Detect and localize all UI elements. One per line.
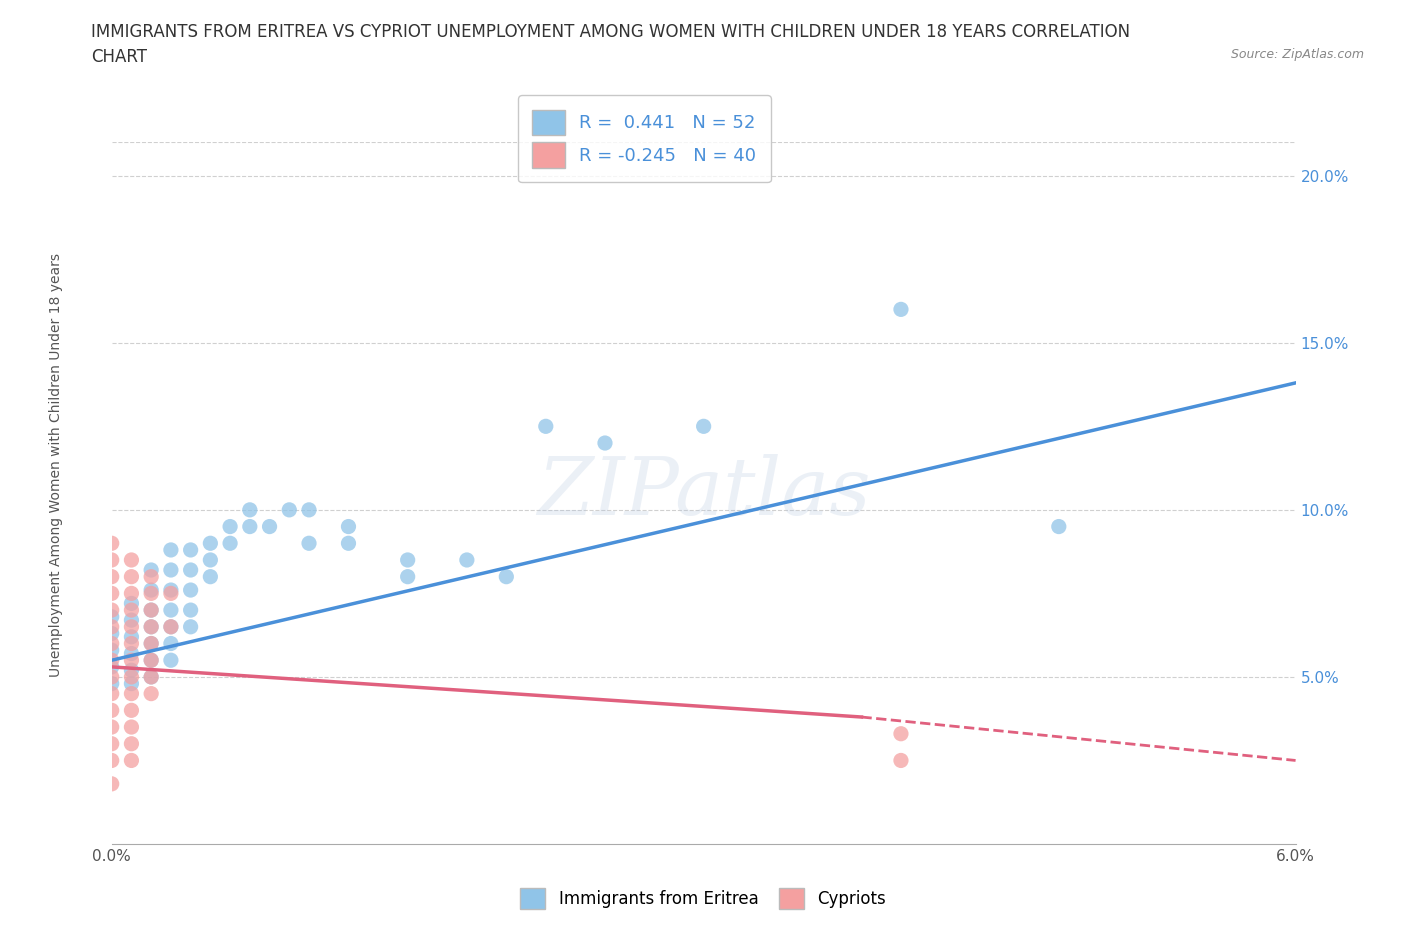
Point: [100, 737, 122, 751]
Point: [120, 663, 142, 678]
Point: [337, 536, 360, 551]
Point: [141, 670, 163, 684]
Point: [160, 586, 183, 601]
Point: [100, 659, 122, 674]
Point: [120, 686, 142, 701]
Point: [120, 676, 142, 691]
Point: [396, 552, 419, 567]
Text: Source: ZipAtlas.com: Source: ZipAtlas.com: [1230, 48, 1364, 61]
Point: [141, 653, 163, 668]
Point: [120, 603, 142, 618]
Point: [180, 582, 202, 597]
Point: [890, 726, 912, 741]
Point: [180, 619, 202, 634]
Legend: R =  0.441   N = 52, R = -0.245   N = 40: R = 0.441 N = 52, R = -0.245 N = 40: [517, 95, 770, 182]
Point: [120, 653, 142, 668]
Point: [200, 552, 222, 567]
Point: [100, 703, 122, 718]
Point: [534, 418, 557, 433]
Point: [120, 670, 142, 684]
Point: [141, 653, 163, 668]
Point: [141, 603, 163, 618]
Point: [180, 542, 202, 557]
Point: [259, 519, 281, 534]
Text: Unemployment Among Women with Children Under 18 years: Unemployment Among Women with Children U…: [49, 253, 63, 677]
Point: [100, 686, 122, 701]
Point: [180, 563, 202, 578]
Point: [160, 603, 183, 618]
Point: [160, 619, 183, 634]
Point: [141, 670, 163, 684]
Point: [1047, 519, 1070, 534]
Point: [120, 636, 142, 651]
Point: [278, 502, 301, 517]
Point: [141, 636, 163, 651]
Point: [120, 630, 142, 644]
Point: [120, 720, 142, 735]
Point: [100, 619, 122, 634]
Point: [180, 603, 202, 618]
Point: [120, 619, 142, 634]
Text: CHART: CHART: [91, 48, 148, 66]
Point: [160, 636, 183, 651]
Point: [100, 603, 122, 618]
Text: ZIPatlas: ZIPatlas: [537, 455, 870, 532]
Point: [100, 720, 122, 735]
Point: [456, 552, 478, 567]
Point: [239, 502, 262, 517]
Point: [100, 777, 122, 791]
Point: [396, 569, 419, 584]
Point: [890, 753, 912, 768]
Point: [298, 502, 321, 517]
Point: [200, 536, 222, 551]
Point: [160, 563, 183, 578]
Point: [120, 646, 142, 661]
Text: IMMIGRANTS FROM ERITREA VS CYPRIOT UNEMPLOYMENT AMONG WOMEN WITH CHILDREN UNDER : IMMIGRANTS FROM ERITREA VS CYPRIOT UNEMP…: [91, 23, 1130, 41]
Point: [100, 653, 122, 668]
Point: [239, 519, 262, 534]
Point: [160, 582, 183, 597]
Point: [141, 619, 163, 634]
Point: [120, 552, 142, 567]
Point: [219, 536, 242, 551]
Point: [100, 753, 122, 768]
Point: [160, 619, 183, 634]
Point: [141, 586, 163, 601]
Point: [141, 636, 163, 651]
Point: [219, 519, 242, 534]
Point: [100, 569, 122, 584]
Point: [120, 613, 142, 628]
Point: [100, 552, 122, 567]
Point: [141, 619, 163, 634]
Point: [100, 636, 122, 651]
Point: [141, 582, 163, 597]
Point: [120, 703, 142, 718]
Point: [890, 302, 912, 317]
Point: [141, 603, 163, 618]
Point: [100, 586, 122, 601]
Point: [200, 569, 222, 584]
Legend: Immigrants from Eritrea, Cypriots: Immigrants from Eritrea, Cypriots: [512, 880, 894, 917]
Point: [100, 609, 122, 624]
Point: [100, 643, 122, 658]
Point: [141, 563, 163, 578]
Point: [100, 676, 122, 691]
Point: [120, 737, 142, 751]
Point: [100, 626, 122, 641]
Point: [495, 569, 517, 584]
Point: [120, 753, 142, 768]
Point: [141, 686, 163, 701]
Point: [100, 536, 122, 551]
Point: [298, 536, 321, 551]
Point: [141, 569, 163, 584]
Point: [692, 418, 714, 433]
Point: [120, 596, 142, 611]
Point: [593, 435, 616, 450]
Point: [100, 670, 122, 684]
Point: [120, 569, 142, 584]
Point: [337, 519, 360, 534]
Point: [160, 542, 183, 557]
Point: [120, 586, 142, 601]
Point: [160, 653, 183, 668]
